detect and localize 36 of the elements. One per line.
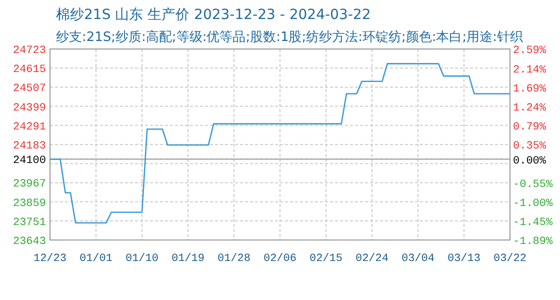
y2-tick-label: 1.69% <box>513 83 546 96</box>
y-tick-label: 24183 <box>12 140 46 152</box>
y2-tick-label: -0.55% <box>513 178 554 191</box>
x-tick-label: 01/10 <box>125 253 159 265</box>
x-tick-label: 02/06 <box>263 253 297 265</box>
y-tick-label: 24723 <box>12 45 46 57</box>
x-tick-label: 01/19 <box>171 253 205 265</box>
y2-tick-label: -1.00% <box>513 198 554 210</box>
y-tick-label: 23643 <box>12 236 46 248</box>
y-tick-label: 24615 <box>12 64 46 76</box>
y2-tick-label: 2.59% <box>513 45 546 57</box>
y-tick-label: 23751 <box>12 216 46 229</box>
x-tick-label: 03/13 <box>447 253 481 265</box>
y2-tick-label: 1.24% <box>513 102 546 115</box>
y-tick-label: 24291 <box>12 121 46 134</box>
y2-tick-label: 0.79% <box>513 122 546 134</box>
line-series <box>49 63 511 224</box>
x-tick-label: 02/15 <box>309 253 343 265</box>
y-tick-label: 24100 <box>12 155 46 168</box>
y2-tick-label: 0.35% <box>513 140 546 152</box>
chart-title: 棉纱21S 山东 生产价 2023-12-23 - 2024-03-22 <box>56 7 371 23</box>
x-tick-label: 01/01 <box>79 253 113 265</box>
x-tick-label: 12/23 <box>33 253 67 265</box>
x-tick-label: 02/24 <box>355 253 389 265</box>
y2-tick-label: -1.89% <box>513 236 554 248</box>
y-tick-label: 24399 <box>12 102 46 114</box>
y-tick-label: 24507 <box>12 83 46 96</box>
x-tick-label: 03/04 <box>401 253 435 265</box>
chart-subtitle: 纱支:21S;纱质:高配;等级:优等品;股数:1股;纺纱方法:环锭纺;颜色:本白;用途:针织 <box>56 29 524 45</box>
y2-tick-label: 0.00% <box>513 155 546 168</box>
y2-tick-label: 2.14% <box>513 64 546 76</box>
x-tick-label: 01/28 <box>217 253 251 265</box>
y-tick-label: 23859 <box>12 198 46 210</box>
x-tick-label: 03/22 <box>493 253 527 265</box>
y-tick-label: 23967 <box>12 178 46 191</box>
y2-tick-label: -1.45% <box>513 217 554 230</box>
